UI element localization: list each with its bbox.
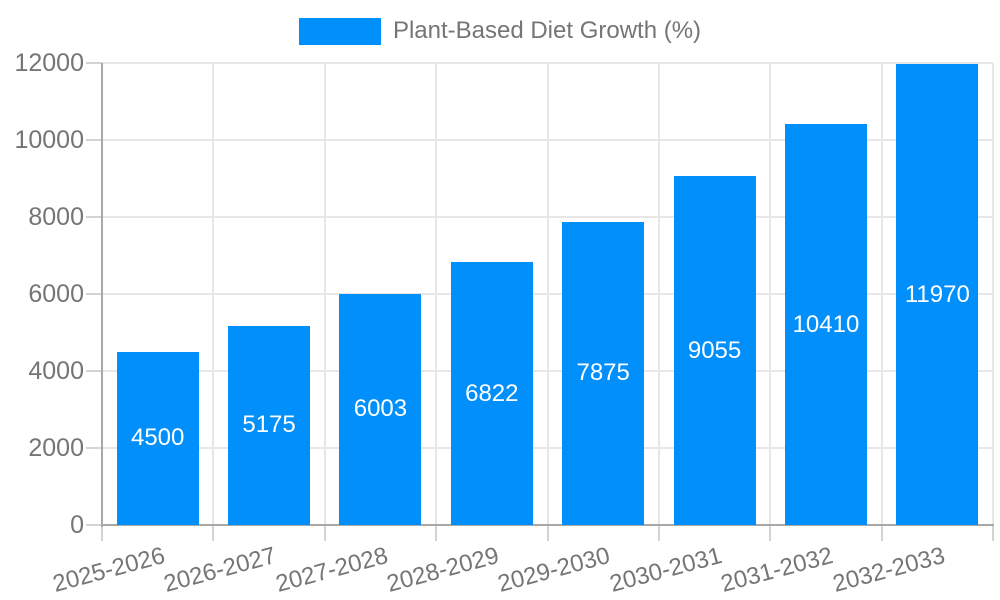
y-axis-label: 6000 [28,280,84,308]
x-axis-tick [212,525,215,541]
x-axis-label-2030-2031: 2030-2031 [606,542,725,598]
y-axis-tick [86,524,102,526]
bar-value-label: 4500 [130,424,185,452]
bar-value-label: 6822 [465,379,519,407]
y-axis-tick [86,293,102,295]
x-axis-label-2031-2032: 2031-2032 [718,542,836,598]
x-axis-label-2025-2026: 2025-2026 [49,542,168,598]
bar-value-label: 6003 [353,395,408,423]
y-axis-line [101,63,103,527]
x-axis-tick [323,525,326,541]
bar-value-label: 5175 [242,411,296,439]
bar-2028-2029[interactable] [450,262,533,525]
y-axis-tick [86,216,102,218]
gridline-vertical [769,63,772,525]
y-axis-label: 0 [70,511,84,539]
bar-2031-2032[interactable] [784,124,867,525]
gridline-vertical [435,63,438,525]
x-axis-tick [546,525,549,541]
x-axis-label-2028-2029: 2028-2029 [383,542,502,598]
bar-2027-2028[interactable] [339,293,422,525]
bar-2029-2030[interactable] [562,221,645,525]
bar-value-label: 11970 [904,280,970,308]
bar-2025-2026[interactable] [116,351,199,525]
x-axis-tick [101,525,103,541]
bar-2030-2031[interactable] [673,176,756,525]
x-axis-line [101,524,994,526]
x-axis-tick [435,525,438,541]
gridline-vertical [323,63,326,525]
y-axis-label: 8000 [28,203,84,231]
bar-2032-2033[interactable] [896,64,979,525]
bar-2026-2027[interactable] [228,325,311,525]
y-axis-tick [86,447,102,449]
bar-value-label: 10410 [792,310,860,338]
bar-value-label: 7875 [576,359,630,387]
legend[interactable]: Plant-Based Diet Growth (%) [0,16,1000,46]
gridline-vertical [546,63,549,525]
x-axis-tick [992,525,994,541]
gridline-vertical [880,63,883,525]
y-axis-label: 10000 [14,126,84,154]
x-axis-label-2027-2028: 2027-2028 [272,542,391,598]
x-axis-tick [769,525,772,541]
x-axis-label-2032-2033: 2032-2033 [829,542,948,598]
y-axis-tick [86,139,102,141]
x-axis-tick [880,525,883,541]
x-axis-label-2029-2030: 2029-2030 [495,542,614,598]
x-axis-tick [657,525,660,541]
y-axis-tick [86,62,102,64]
gridline-vertical [992,63,994,525]
y-axis-tick [86,370,102,372]
legend-marker-icon [298,17,381,45]
bar-value-label: 9055 [687,336,742,364]
y-axis-label: 4000 [28,357,84,385]
gridline-vertical [212,63,215,525]
x-axis-label-2026-2027: 2026-2027 [161,542,280,598]
gridline-vertical [657,63,660,525]
y-axis-label: 2000 [28,434,84,462]
legend-label: Plant-Based Diet Growth (%) [392,17,702,44]
y-axis-label: 12000 [14,49,84,77]
